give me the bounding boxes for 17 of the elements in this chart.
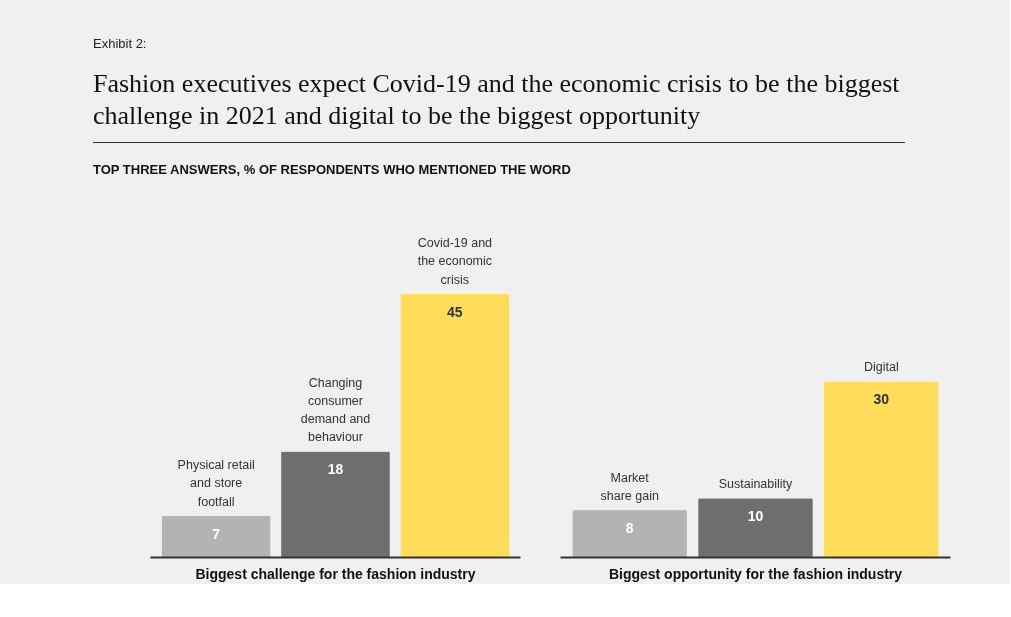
x-axis-title: Biggest challenge for the fashion industry	[195, 565, 476, 582]
chart-title: Fashion executives expect Covid-19 and the economic crisis to be the biggest challenge in 2021 and digital to be the biggest opportunity	[93, 67, 905, 143]
data-label: 8	[625, 519, 634, 536]
x-tick-label: Sustainability	[718, 477, 794, 492]
data-label: 30	[873, 391, 890, 408]
data-label: 18	[327, 461, 344, 478]
data-label: 7	[212, 525, 221, 542]
x-axis-title: Biggest opportunity for the fashion industry	[608, 565, 903, 582]
chart-subtitle: TOP THREE ANSWERS, % OF RESPONDENTS WHO MENTIONED THE WORD	[93, 160, 572, 179]
data-label: 45	[447, 303, 463, 320]
text: Exhibit 2:	[93, 35, 148, 53]
x-tick-label: Covid-19 and the economic crisis	[417, 236, 493, 287]
data-label: 10	[747, 508, 764, 525]
x-tick-label: Market share gain	[600, 470, 659, 503]
x-tick-label: Digital	[863, 360, 899, 375]
x-tick-label: Changing consumer demand and behaviour	[300, 375, 371, 445]
x-tick-label: Physical retail and store footfall	[177, 458, 255, 509]
